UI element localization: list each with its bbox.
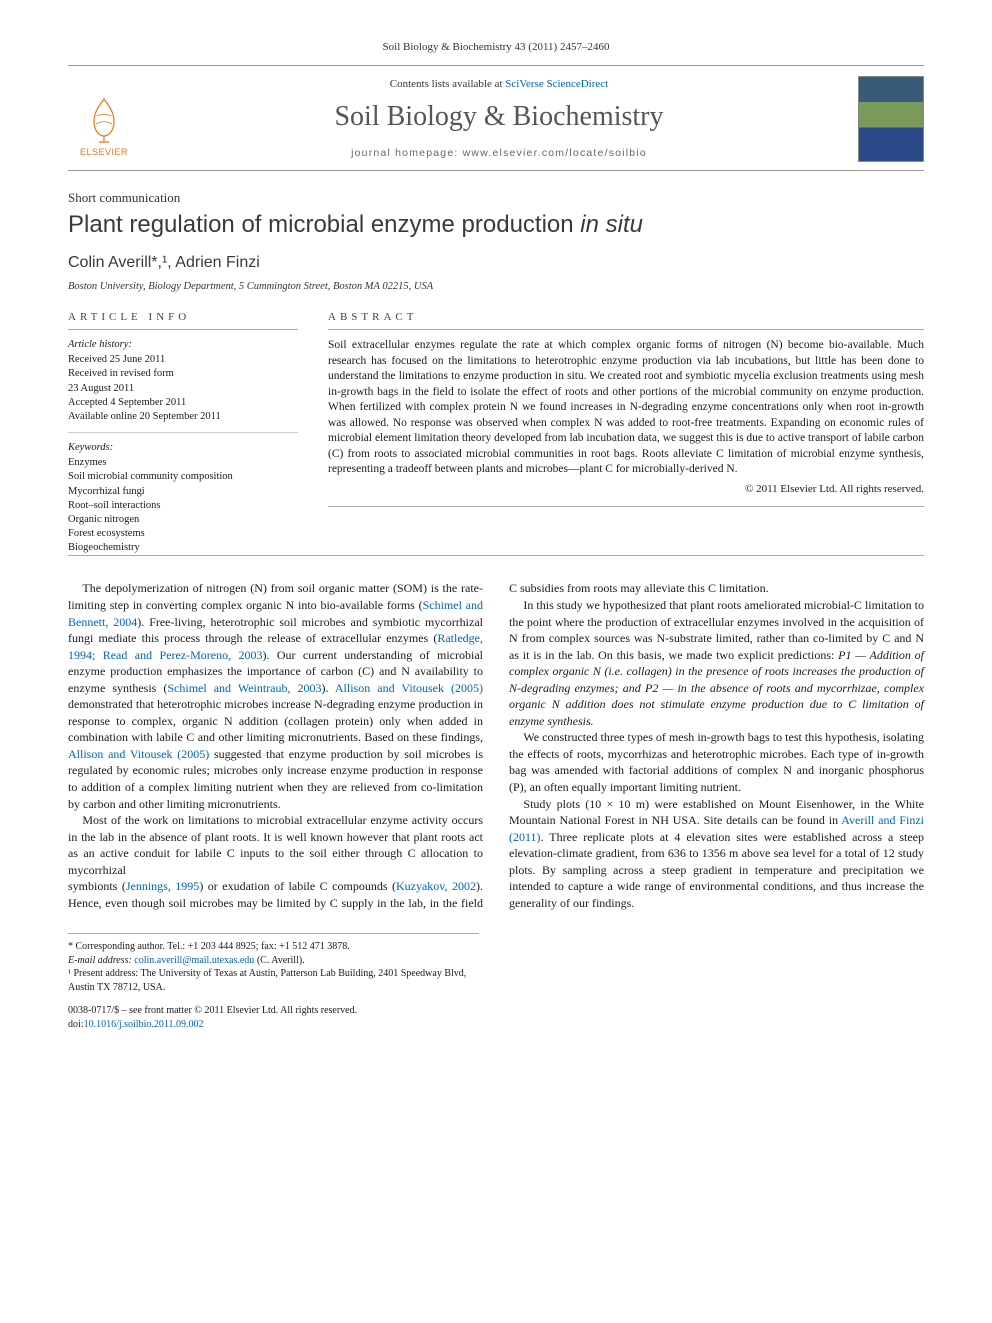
present-address: ¹ Present address: The University of Tex… (68, 967, 479, 994)
article-info-heading: article info (68, 310, 298, 330)
text-run: demonstrated that heterotrophic microbes… (68, 697, 483, 744)
text-run: symbionts ( (68, 879, 126, 893)
elsevier-tree-icon (79, 94, 129, 144)
abstract-heading: abstract (328, 310, 924, 330)
journal-cover-thumbnail (858, 76, 924, 162)
email-suffix: (C. Averill). (254, 955, 304, 966)
body-paragraph: Study plots (10 × 10 m) were established… (509, 796, 924, 912)
header-center: Contents lists available at SciVerse Sci… (152, 77, 846, 160)
contents-prefix: Contents lists available at (390, 78, 505, 90)
authors: Colin Averill*,¹, Adrien Finzi (68, 252, 924, 274)
article-title: Plant regulation of microbial enzyme pro… (68, 210, 924, 240)
abstract-text: Soil extracellular enzymes regulate the … (328, 338, 924, 478)
doi-link[interactable]: 10.1016/j.soilbio.2011.09.002 (84, 1019, 204, 1030)
body-paragraph: Most of the work on limitations to micro… (68, 812, 483, 878)
doi-line: doi:10.1016/j.soilbio.2011.09.002 (68, 1018, 924, 1032)
history-line: Received 25 June 2011 (68, 353, 298, 367)
doi-block: 0038-0717/$ – see front matter © 2011 El… (68, 1004, 924, 1031)
journal-name: Soil Biology & Biochemistry (152, 98, 846, 136)
keyword: Mycorrhizal fungi (68, 485, 298, 499)
footnotes: * Corresponding author. Tel.: +1 203 444… (68, 933, 479, 994)
article-type: Short communication (68, 189, 924, 207)
body-text: The depolymerization of nitrogen (N) fro… (68, 580, 924, 911)
citation-link[interactable]: Allison and Vitousek (2005) (68, 747, 209, 761)
homepage-prefix: journal homepage: (351, 147, 463, 159)
keywords-heading: Keywords: (68, 441, 298, 455)
text-run: ) or exudation of labile C compounds ( (199, 879, 396, 893)
citation-link[interactable]: Schimel and Weintraub, 2003 (167, 681, 321, 695)
body-paragraph: We constructed three types of mesh in-gr… (509, 729, 924, 795)
keyword: Forest ecosystems (68, 527, 298, 541)
keyword: Biogeochemistry (68, 541, 298, 555)
journal-homepage: journal homepage: www.elsevier.com/locat… (152, 146, 846, 160)
history-line: Available online 20 September 2011 (68, 410, 298, 424)
keyword: Root–soil interactions (68, 499, 298, 513)
text-run: The depolymerization of nitrogen (N) fro… (68, 581, 483, 612)
doi-label: doi: (68, 1019, 84, 1030)
elsevier-logo: ELSEVIER (68, 80, 140, 158)
citation-link[interactable]: Jennings, 1995 (126, 879, 199, 893)
sciencedirect-link[interactable]: SciVerse ScienceDirect (505, 78, 608, 90)
email-label: E-mail address: (68, 955, 134, 966)
text-run: ). (322, 681, 335, 695)
affiliation: Boston University, Biology Department, 5… (68, 280, 924, 294)
title-main: Plant regulation of microbial enzyme pro… (68, 211, 580, 238)
history-line: Received in revised form (68, 367, 298, 381)
title-italic: in situ (580, 211, 643, 238)
article-info-column: article info Article history: Received 2… (68, 310, 298, 555)
journal-header: ELSEVIER Contents lists available at Sci… (68, 65, 924, 171)
text-run: . Three replicate plots at 4 elevation s… (509, 830, 924, 910)
article-history-block: Article history: Received 25 June 2011 R… (68, 338, 298, 433)
homepage-url[interactable]: www.elsevier.com/locate/soilbio (463, 147, 647, 159)
front-matter-line: 0038-0717/$ – see front matter © 2011 El… (68, 1004, 924, 1018)
keyword: Enzymes (68, 456, 298, 470)
body-paragraph: In this study we hypothesized that plant… (509, 597, 924, 729)
citation-link[interactable]: Allison and Vitousek (2005) (335, 681, 483, 695)
article-history-heading: Article history: (68, 338, 298, 352)
copyright-line: © 2011 Elsevier Ltd. All rights reserved… (328, 482, 924, 497)
citation-link[interactable]: Kuzyakov, 2002 (396, 879, 476, 893)
abstract-column: abstract Soil extracellular enzymes regu… (328, 310, 924, 555)
keyword: Soil microbial community composition (68, 470, 298, 484)
history-line: 23 August 2011 (68, 382, 298, 396)
body-paragraph: The depolymerization of nitrogen (N) fro… (68, 580, 483, 812)
email-link[interactable]: colin.averill@mail.utexas.edu (134, 955, 254, 966)
corresponding-author: * Corresponding author. Tel.: +1 203 444… (68, 940, 479, 954)
history-line: Accepted 4 September 2011 (68, 396, 298, 410)
elsevier-wordmark: ELSEVIER (80, 146, 128, 158)
contents-available-line: Contents lists available at SciVerse Sci… (152, 77, 846, 92)
email-line: E-mail address: colin.averill@mail.utexa… (68, 954, 479, 968)
top-citation: Soil Biology & Biochemistry 43 (2011) 24… (68, 40, 924, 55)
keywords-list: Enzymes Soil microbial community composi… (68, 456, 298, 555)
info-abstract-row: article info Article history: Received 2… (68, 310, 924, 556)
keyword: Organic nitrogen (68, 513, 298, 527)
